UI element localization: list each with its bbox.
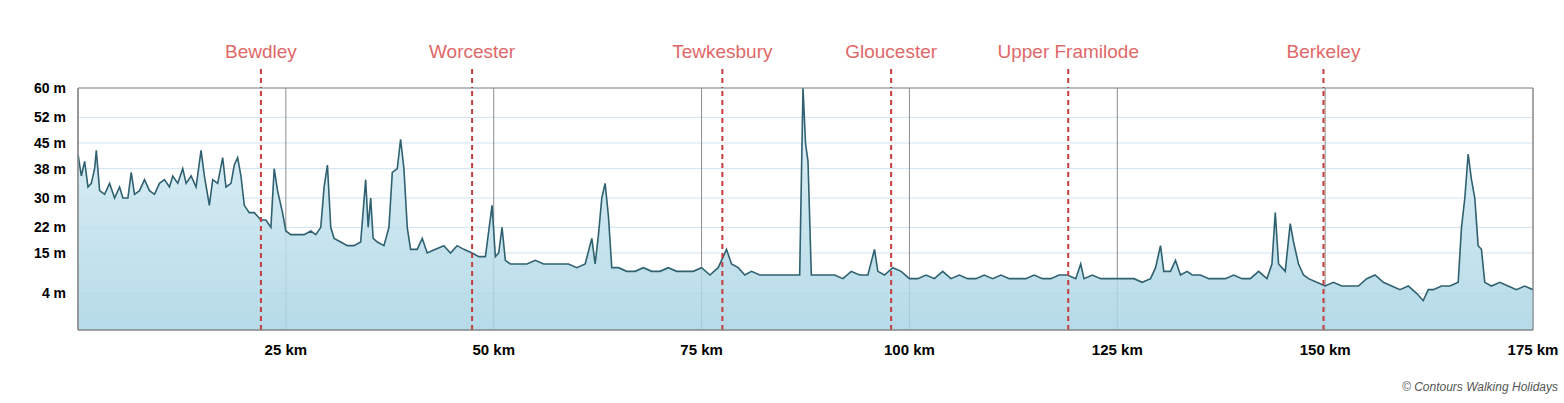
svg-text:45 m: 45 m [34,135,66,151]
svg-text:30 m: 30 m [34,190,66,206]
svg-text:Tewkesbury: Tewkesbury [672,41,773,62]
svg-text:175 km: 175 km [1508,341,1556,358]
svg-text:52 m: 52 m [34,109,66,125]
svg-text:4 m: 4 m [42,285,66,301]
svg-text:75 km: 75 km [680,341,723,358]
svg-text:Bewdley: Bewdley [225,41,297,62]
svg-text:125 km: 125 km [1092,341,1143,358]
svg-text:Worcester: Worcester [429,41,516,62]
svg-text:Berkeley: Berkeley [1287,41,1361,62]
html-text:© Contours Walking Holidays: © Contours Walking Holidays [1402,380,1558,394]
svg-text:150 km: 150 km [1300,341,1351,358]
svg-text:60 m: 60 m [34,80,66,96]
svg-text:22 m: 22 m [34,219,66,235]
svg-text:100 km: 100 km [884,341,935,358]
svg-text:15 m: 15 m [34,245,66,261]
svg-text:Upper Framilode: Upper Framilode [997,41,1139,62]
svg-text:50 km: 50 km [472,341,515,358]
svg-text:38 m: 38 m [34,161,66,177]
svg-text:Gloucester: Gloucester [845,41,938,62]
svg-text:25 km: 25 km [265,341,308,358]
